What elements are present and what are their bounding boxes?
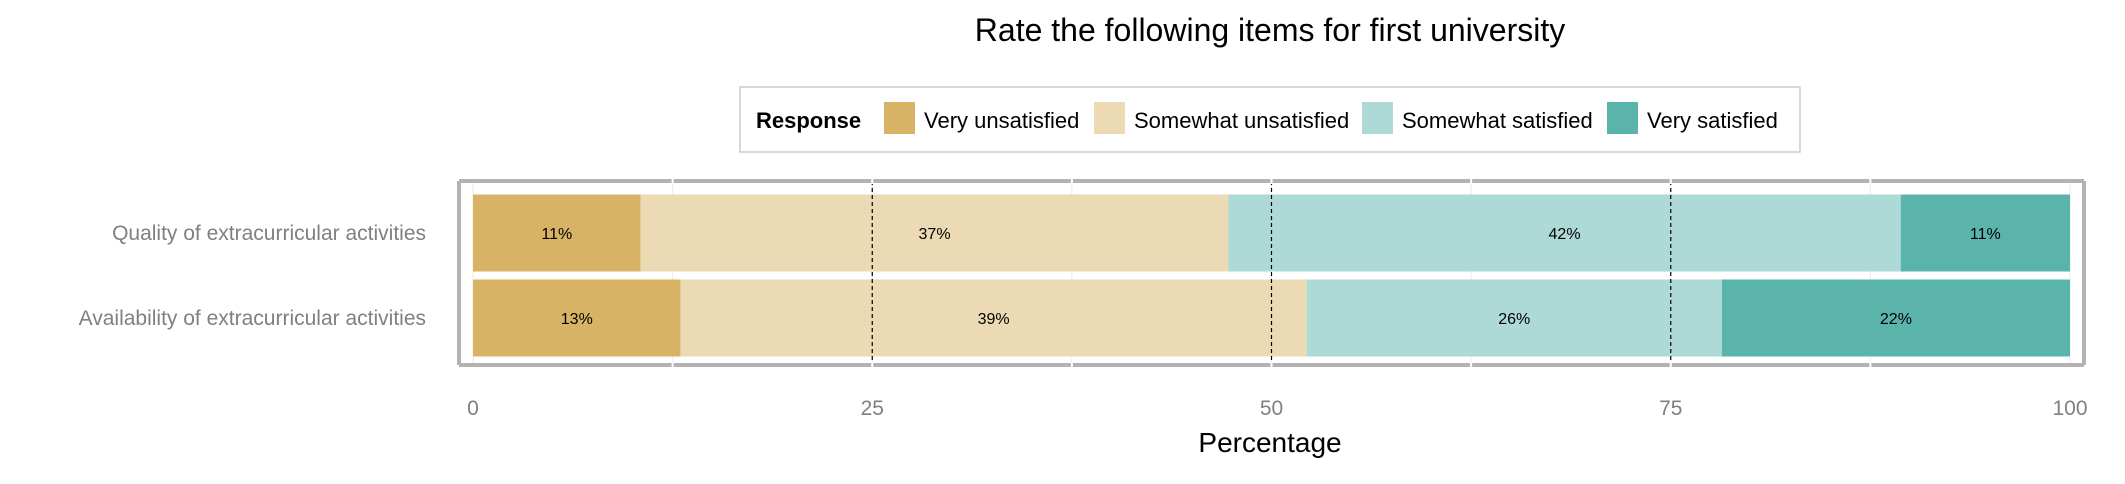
bar-segment bbox=[473, 279, 681, 357]
chart-title: Rate the following items for first unive… bbox=[975, 12, 1565, 48]
legend-label: Very unsatisfied bbox=[924, 108, 1079, 133]
category-label: Availability of extracurricular activiti… bbox=[79, 307, 426, 330]
bar-segment bbox=[1228, 194, 1901, 272]
bar-value-label: 26% bbox=[1498, 311, 1530, 328]
bar-segment bbox=[473, 194, 641, 272]
bar-segment bbox=[680, 279, 1307, 357]
x-tick-label: 25 bbox=[861, 397, 884, 420]
legend-swatch bbox=[1094, 102, 1125, 134]
bar-segment bbox=[1900, 194, 2070, 272]
bar-labels: 11% 37% 42% 11% 13% 39% 26% 22% bbox=[541, 226, 2000, 328]
x-axis-ticks: 0 25 50 75 100 bbox=[467, 397, 2087, 420]
legend-swatch bbox=[1607, 102, 1638, 134]
y-axis-labels: Quality of extracurricular activities Ava… bbox=[79, 222, 426, 330]
bar-value-label: 11% bbox=[1970, 226, 2001, 243]
legend-swatch bbox=[1362, 102, 1393, 134]
legend-label: Somewhat satisfied bbox=[1402, 108, 1593, 133]
x-tick-label: 100 bbox=[2052, 397, 2087, 420]
bar-value-label: 39% bbox=[978, 311, 1010, 328]
legend-label: Somewhat unsatisfied bbox=[1134, 108, 1349, 133]
plot-frame bbox=[457, 178, 2086, 368]
bar-value-label: 13% bbox=[561, 311, 593, 328]
legend-items: Very unsatisfied Somewhat unsatisfied Some… bbox=[884, 102, 1778, 134]
bars bbox=[473, 194, 2070, 357]
bar-segment bbox=[1721, 279, 2070, 357]
bar-segment bbox=[640, 194, 1229, 272]
x-tick-label: 0 bbox=[467, 397, 479, 420]
reference-lines bbox=[871, 181, 1672, 365]
x-tick-label: 75 bbox=[1659, 397, 1682, 420]
bar-value-label: 37% bbox=[919, 226, 951, 243]
x-tick-label: 50 bbox=[1260, 397, 1283, 420]
legend-swatch bbox=[884, 102, 915, 134]
category-label: Quality of extracurricular activities bbox=[112, 222, 426, 245]
bar-value-label: 42% bbox=[1549, 226, 1581, 243]
bar-value-label: 11% bbox=[541, 226, 572, 243]
legend-title: Response bbox=[756, 108, 861, 133]
bar-segment bbox=[1306, 279, 1722, 357]
x-axis-title: Percentage bbox=[1198, 427, 1341, 458]
bar-value-label: 22% bbox=[1880, 311, 1912, 328]
legend: Response Very unsatisfied Somewhat unsati… bbox=[739, 86, 1801, 153]
legend-label: Very satisfied bbox=[1647, 108, 1778, 133]
